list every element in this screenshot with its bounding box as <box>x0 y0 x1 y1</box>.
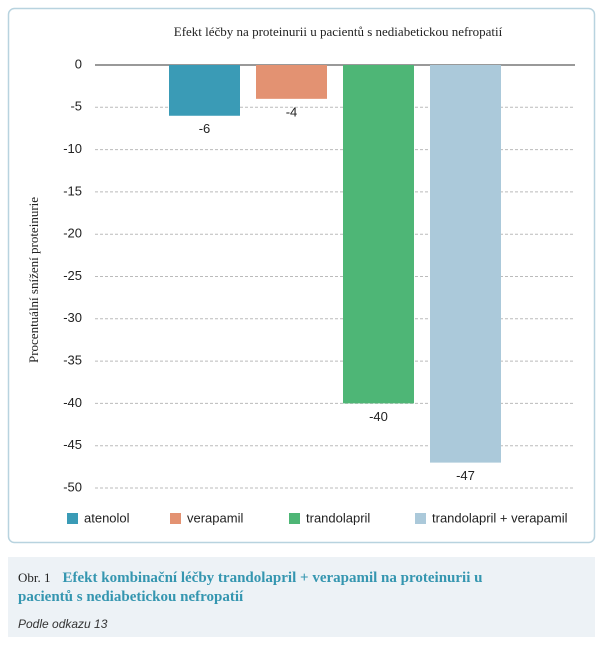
value-label: -4 <box>286 104 298 119</box>
chart: Efekt léčby na proteinurii u pacientů s … <box>7 7 596 544</box>
value-label: -6 <box>199 121 211 136</box>
y-tick-label: -45 <box>63 437 82 452</box>
legend-label: trandolapril <box>306 510 370 525</box>
legend-label: atenolol <box>84 510 130 525</box>
caption-box: Obr. 1 Efekt kombinační léčby trandolapr… <box>8 557 595 637</box>
legend-swatch <box>289 513 300 524</box>
y-tick-label: -25 <box>63 268 82 283</box>
value-label: -47 <box>456 468 475 483</box>
y-tick-label: 0 <box>75 56 82 71</box>
bar <box>430 65 501 463</box>
y-tick-label: -5 <box>70 99 82 114</box>
bar <box>169 65 240 116</box>
caption-source: Podle odkazu 13 <box>18 617 108 631</box>
bar <box>256 65 327 99</box>
legend-label: trandolapril + verapamil <box>432 510 568 525</box>
y-tick-label: -15 <box>63 183 82 198</box>
bar <box>343 65 414 404</box>
y-tick-label: -20 <box>63 226 82 241</box>
caption-label: Obr. 1 <box>18 570 51 585</box>
caption-title: Efekt kombinační léčby trandolapril + ve… <box>18 570 483 605</box>
y-tick-label: -10 <box>63 141 82 156</box>
chart-frame <box>7 7 596 544</box>
y-tick-label: -50 <box>63 479 82 494</box>
y-tick-label: -30 <box>63 310 82 325</box>
y-tick-label: -40 <box>63 395 82 410</box>
legend-label: verapamil <box>187 510 243 525</box>
legend-swatch <box>67 513 78 524</box>
value-label: -40 <box>369 409 388 424</box>
legend-swatch <box>170 513 181 524</box>
y-tick-label: -35 <box>63 353 82 368</box>
y-axis-title: Procentuální snížení proteinurie <box>26 197 41 363</box>
chart-title: Efekt léčby na proteinurii u pacientů s … <box>174 24 503 39</box>
legend-swatch <box>415 513 426 524</box>
